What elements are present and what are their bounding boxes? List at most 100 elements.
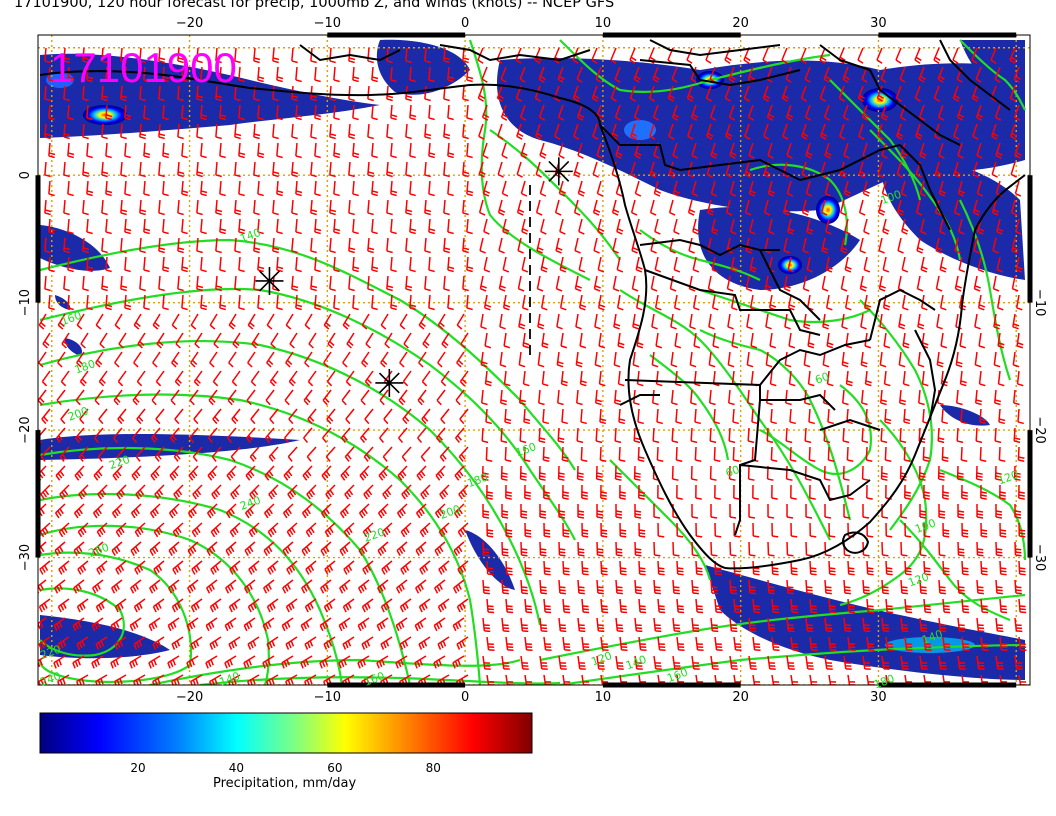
wind-barb xyxy=(1018,484,1025,500)
wind-barb xyxy=(257,142,265,159)
wind-barb xyxy=(558,617,567,633)
wind-barb xyxy=(174,408,184,425)
wind-barb xyxy=(225,541,237,557)
wind-barb xyxy=(228,636,241,650)
wind-barb xyxy=(648,85,655,102)
wind-barb xyxy=(974,351,982,368)
wind-barb xyxy=(333,256,340,273)
wind-barb xyxy=(961,636,970,651)
wind-barb xyxy=(805,180,813,197)
wind-barb xyxy=(597,218,605,235)
wind-barb xyxy=(752,636,761,651)
wind-barb xyxy=(881,617,890,633)
wind-barb xyxy=(380,598,393,613)
wind-barb xyxy=(614,427,622,444)
wind-barb xyxy=(695,636,704,651)
wind-barb xyxy=(306,484,317,500)
wind-barb xyxy=(767,579,775,595)
wind-barb xyxy=(434,503,446,519)
wind-barb xyxy=(768,218,775,235)
wind-barb xyxy=(896,123,904,140)
wind-barb xyxy=(634,503,642,519)
wind-barb xyxy=(1014,541,1022,557)
wind-barb xyxy=(592,199,601,216)
wind-barb xyxy=(638,522,646,538)
wind-barb xyxy=(975,104,984,121)
wind-barb xyxy=(333,142,341,159)
wind-barb xyxy=(267,560,279,575)
wind-barb xyxy=(124,218,132,235)
wind-barb xyxy=(243,655,256,669)
wind-barb xyxy=(859,237,866,254)
wind-barb xyxy=(170,389,180,406)
wind-barb xyxy=(577,617,586,633)
wind-barb xyxy=(861,465,869,481)
wind-barb xyxy=(999,636,1008,651)
wind-barb xyxy=(295,256,302,273)
wind-barb xyxy=(286,560,298,575)
wind-barb xyxy=(541,332,549,349)
wind-barb xyxy=(419,560,431,575)
wind-barb xyxy=(781,47,788,64)
wind-barb xyxy=(208,427,218,444)
wind-barb xyxy=(191,560,203,575)
wind-barb xyxy=(291,123,298,140)
wind-barb xyxy=(600,636,609,651)
wind-barb xyxy=(386,85,394,102)
wind-barb xyxy=(219,180,226,197)
wind-barb xyxy=(268,484,279,500)
wind-barb xyxy=(884,408,892,425)
wind-barb xyxy=(73,541,85,557)
wind-barb xyxy=(900,617,909,633)
wind-barb xyxy=(206,503,218,519)
wind-barb xyxy=(367,199,374,216)
wind-barb xyxy=(76,313,85,330)
wind-barb xyxy=(578,218,585,235)
wind-barb xyxy=(808,446,816,463)
wind-barb xyxy=(877,199,886,216)
wind-barb xyxy=(132,389,142,406)
wind-barb xyxy=(228,351,237,368)
wind-barb xyxy=(807,332,815,349)
wind-barb xyxy=(231,370,241,387)
wind-barb xyxy=(329,199,337,216)
wind-barb xyxy=(443,161,450,178)
wind-barb xyxy=(129,617,142,632)
wind-barb xyxy=(421,370,431,387)
wind-barb xyxy=(695,522,703,538)
wind-barb xyxy=(291,161,299,178)
wind-barb xyxy=(676,560,684,576)
wind-barb xyxy=(594,351,602,368)
wind-barb xyxy=(210,560,222,575)
wind-barb xyxy=(938,541,946,557)
wind-barb xyxy=(424,85,431,102)
wind-barb xyxy=(54,579,66,594)
tick-label-right: −10 xyxy=(1032,289,1047,316)
wind-barb xyxy=(973,237,980,254)
wind-barb xyxy=(289,332,298,349)
wind-barb xyxy=(215,85,223,102)
wind-barb xyxy=(616,218,624,235)
wind-barb xyxy=(922,446,930,463)
wind-barb xyxy=(841,351,849,368)
wind-barb xyxy=(169,465,180,481)
wind-barb xyxy=(997,332,1005,349)
wind-barb xyxy=(766,427,774,444)
wind-barb xyxy=(843,142,850,159)
wind-barb xyxy=(771,484,778,500)
wind-barb xyxy=(380,636,393,650)
wind-barb xyxy=(652,104,660,121)
wind-barb xyxy=(897,237,904,254)
wind-barb xyxy=(307,370,317,387)
wind-barb xyxy=(41,370,51,387)
wind-barb xyxy=(576,104,585,121)
wind-barb xyxy=(285,636,298,650)
wind-barb xyxy=(840,237,848,254)
wind-barb xyxy=(459,408,469,425)
wind-barb xyxy=(171,598,184,613)
wind-barb xyxy=(764,237,771,254)
wind-barb xyxy=(899,427,907,444)
wind-barb xyxy=(162,104,169,121)
wind-barb xyxy=(105,180,113,197)
wind-barb xyxy=(276,142,283,159)
